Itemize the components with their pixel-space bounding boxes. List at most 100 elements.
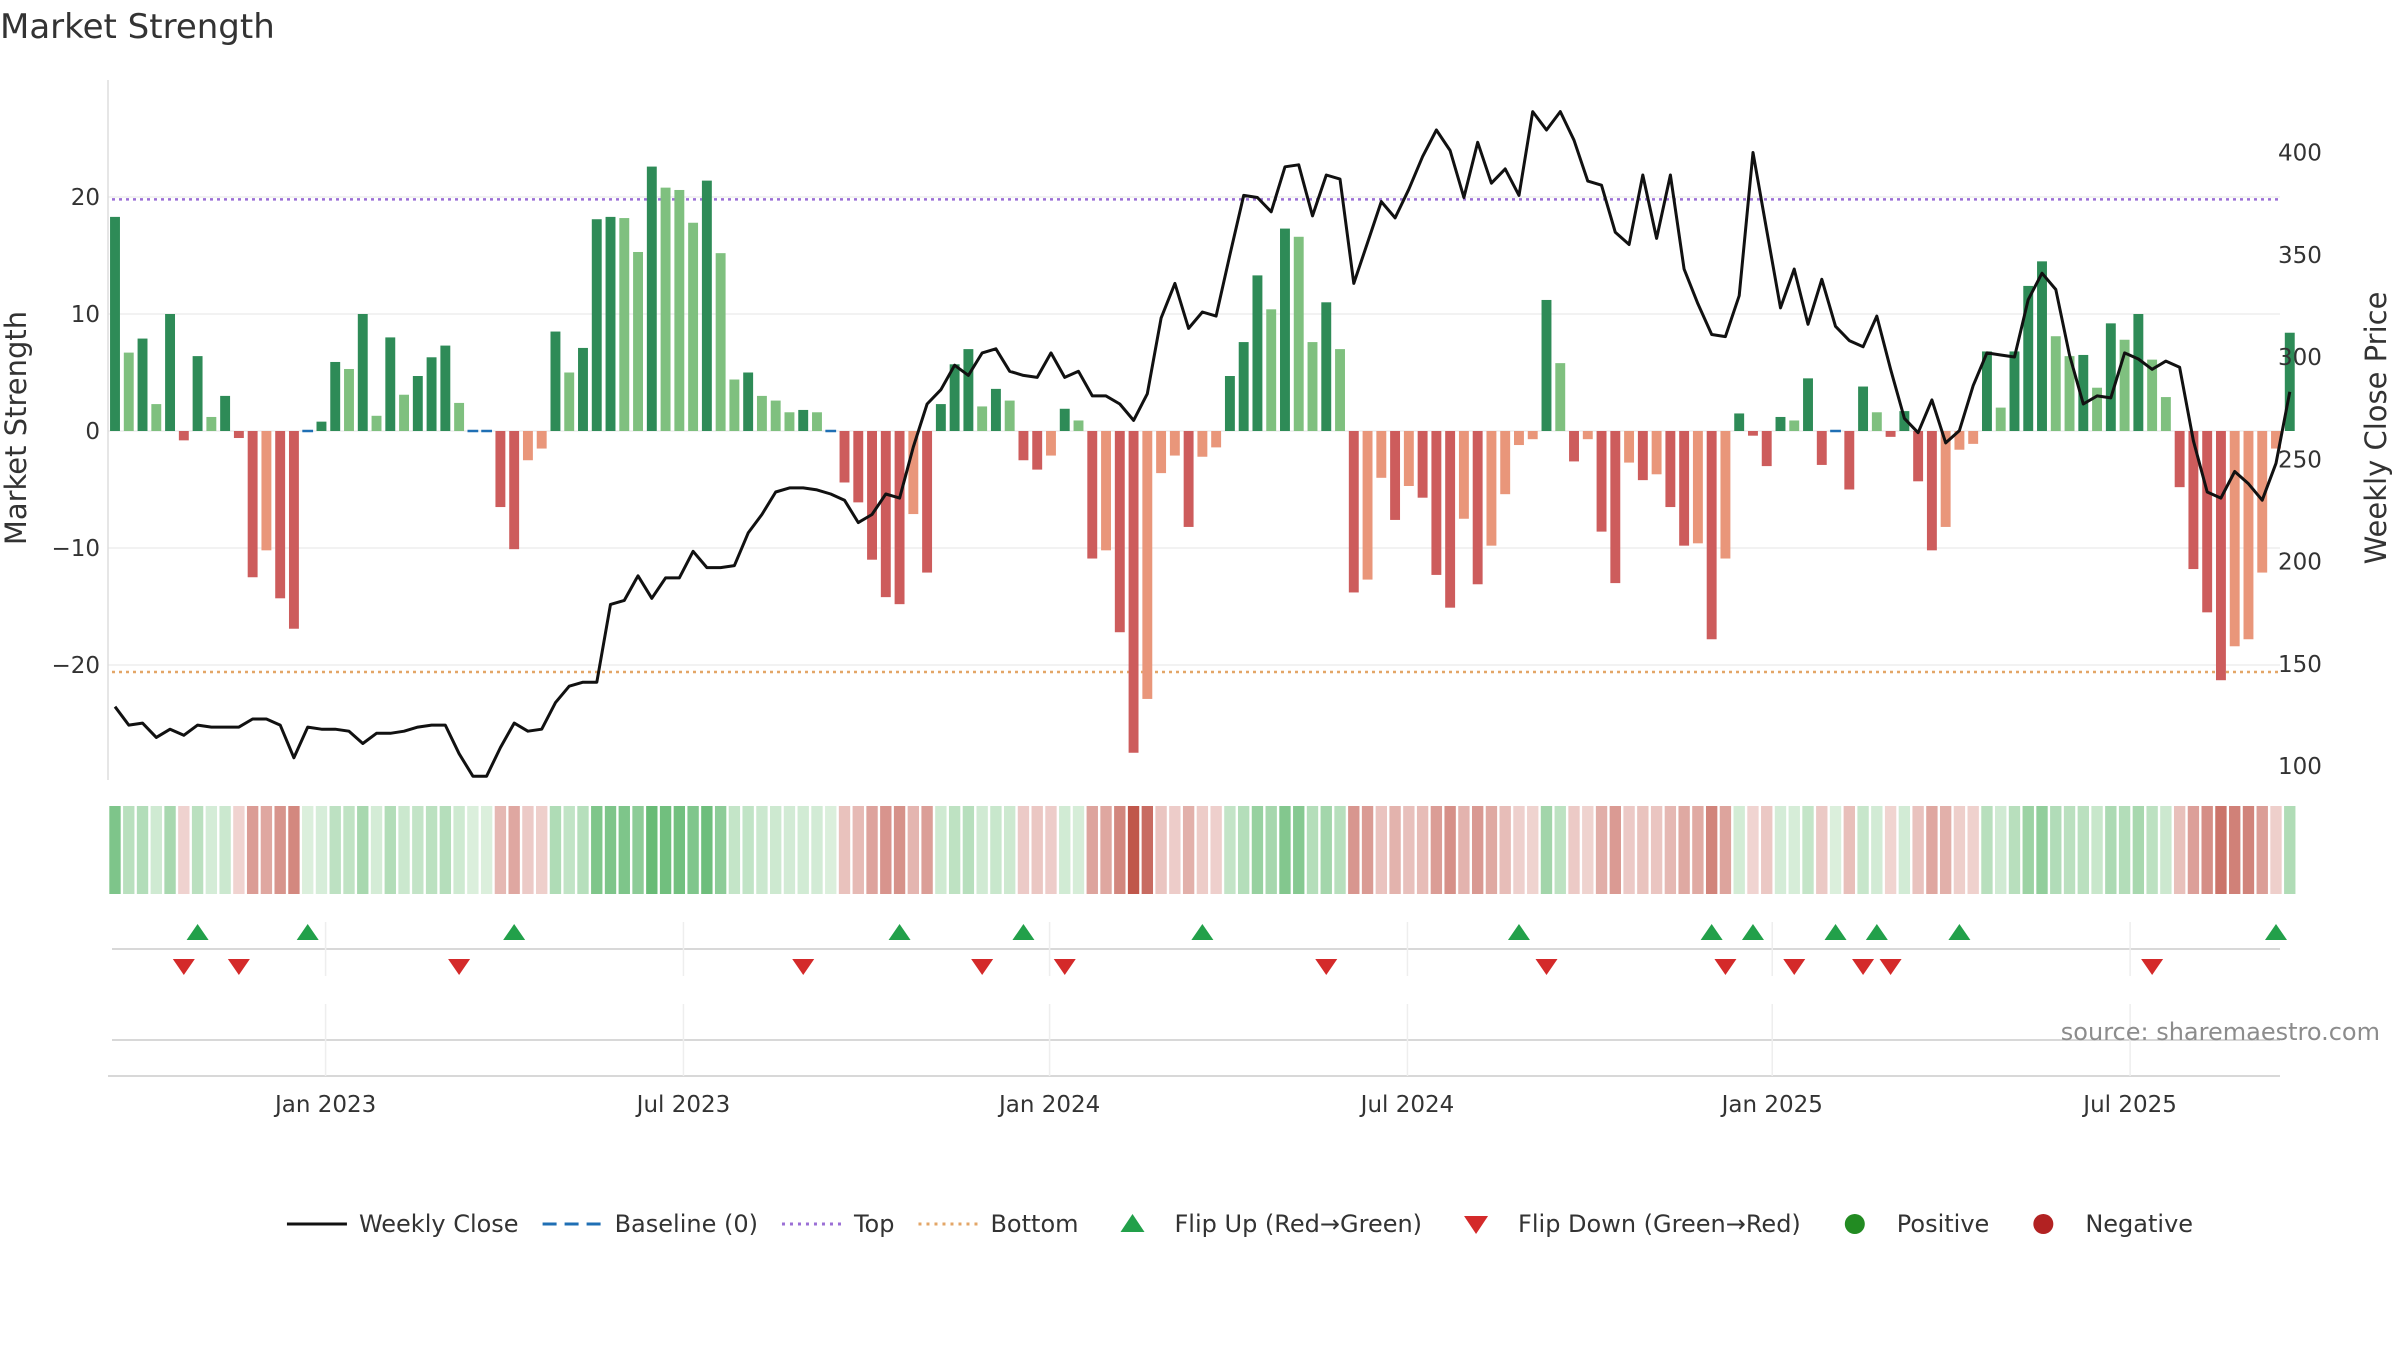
bar-negative — [2174, 431, 2185, 488]
flip-up-marker — [1948, 924, 1971, 940]
heat-cell — [2201, 806, 2213, 894]
heat-cell — [315, 806, 328, 894]
heat-cell — [1582, 806, 1594, 894]
bar-negative — [1596, 431, 1607, 532]
heat-cell — [1527, 806, 1539, 894]
bar-positive — [1321, 302, 1332, 431]
chart-title: Market Strength — [0, 7, 275, 47]
heat-cell — [1788, 806, 1800, 894]
heat-cell — [1513, 806, 1525, 894]
bar-negative — [1582, 431, 1593, 440]
bar-positive — [2105, 323, 2116, 431]
heat-cell — [742, 806, 754, 894]
bar-negative — [509, 431, 520, 550]
bar-positive — [1280, 228, 1290, 431]
heat-cell — [2242, 806, 2255, 894]
heat-cell — [191, 806, 204, 894]
bar-negative — [1390, 431, 1401, 520]
heat-cell — [2105, 806, 2117, 894]
heat-cell — [2050, 806, 2062, 894]
heat-cell — [178, 806, 190, 894]
heat-cell — [1926, 806, 1938, 894]
x-tick-label: Jan 2025 — [1720, 1092, 1823, 1118]
bar-positive — [977, 406, 988, 431]
heat-cell — [1884, 806, 1897, 894]
y-right-tick-label: 150 — [2278, 652, 2322, 678]
y-axis-right-label: Weekly Close Price — [2359, 292, 2393, 565]
bar-positive — [963, 349, 974, 431]
heat-cell — [467, 806, 479, 894]
bar-positive — [1059, 408, 1070, 431]
heat-cell — [962, 806, 975, 894]
bar-negative — [495, 431, 506, 508]
flip-up-marker — [1507, 924, 1530, 940]
heat-cell — [398, 806, 410, 894]
bar-positive — [1555, 363, 1566, 431]
heat-cell — [1623, 806, 1635, 894]
heat-cell — [357, 806, 369, 894]
flip-markers — [112, 924, 2287, 975]
heat-cell — [508, 806, 520, 894]
heat-cell — [302, 806, 314, 894]
heat-cell — [1981, 806, 1993, 894]
heat-cell — [2270, 806, 2282, 894]
bar-positive — [578, 347, 588, 431]
bar-positive — [605, 216, 616, 431]
bar-positive — [633, 251, 643, 431]
heat-cell — [1458, 806, 1470, 894]
heat-cell — [1348, 806, 1360, 894]
heat-cell — [1650, 806, 1663, 894]
flip-down-marker — [172, 959, 195, 975]
bar-negative — [1665, 431, 1676, 508]
bar-positive — [715, 253, 726, 431]
heat-cell — [1898, 806, 1911, 894]
bar-positive — [412, 376, 423, 431]
heat-cell — [1471, 806, 1484, 894]
bar-positive — [1307, 342, 1318, 431]
heat-cell — [1705, 806, 1718, 894]
heat-cell — [825, 806, 837, 894]
bar-negative — [1748, 431, 1758, 436]
bar-negative — [1651, 431, 1662, 475]
bar-positive — [770, 400, 781, 431]
bar-negative — [1472, 431, 1483, 585]
legend-label: Negative — [2085, 1210, 2193, 1238]
heat-cell — [1953, 806, 1966, 894]
bar-negative — [275, 431, 286, 599]
strength-bars — [110, 166, 2295, 753]
heat-cell — [1829, 806, 1842, 894]
bar-negative — [908, 431, 919, 515]
bar-negative — [1197, 431, 1208, 457]
heat-cell — [1761, 806, 1773, 894]
bar-negative — [880, 431, 891, 598]
bar-positive — [1899, 411, 1910, 431]
heat-cell — [1127, 806, 1140, 894]
bar-positive — [371, 415, 382, 431]
bar-positive — [151, 404, 162, 431]
heat-cell — [136, 806, 149, 894]
heat-cell — [1485, 806, 1498, 894]
heat-cell — [2077, 806, 2089, 894]
bar-negative — [261, 431, 272, 551]
heat-cell — [563, 806, 575, 894]
heat-cell — [2284, 806, 2296, 894]
heat-cell — [1003, 806, 1016, 894]
bar-positive — [2092, 387, 2103, 431]
heat-cell — [246, 806, 259, 894]
x-tick-label: Jul 2024 — [1359, 1092, 1455, 1118]
y-right-tick-label: 200 — [2278, 550, 2322, 576]
bar-negative — [1624, 431, 1635, 463]
bar-positive — [688, 222, 699, 431]
bar-negative — [1885, 431, 1896, 437]
reference-lines — [112, 198, 2280, 674]
bar-negative — [1101, 431, 1111, 551]
heat-cell — [494, 806, 507, 894]
bar-positive — [2023, 285, 2034, 431]
bar-positive — [1995, 407, 2006, 431]
heat-cell — [687, 806, 699, 894]
legend-label: Flip Down (Green→Red) — [1518, 1210, 1801, 1238]
bar-positive — [1541, 299, 1552, 431]
heat-cell — [219, 806, 231, 894]
bar-positive — [935, 404, 946, 431]
heat-cell — [1251, 806, 1264, 894]
